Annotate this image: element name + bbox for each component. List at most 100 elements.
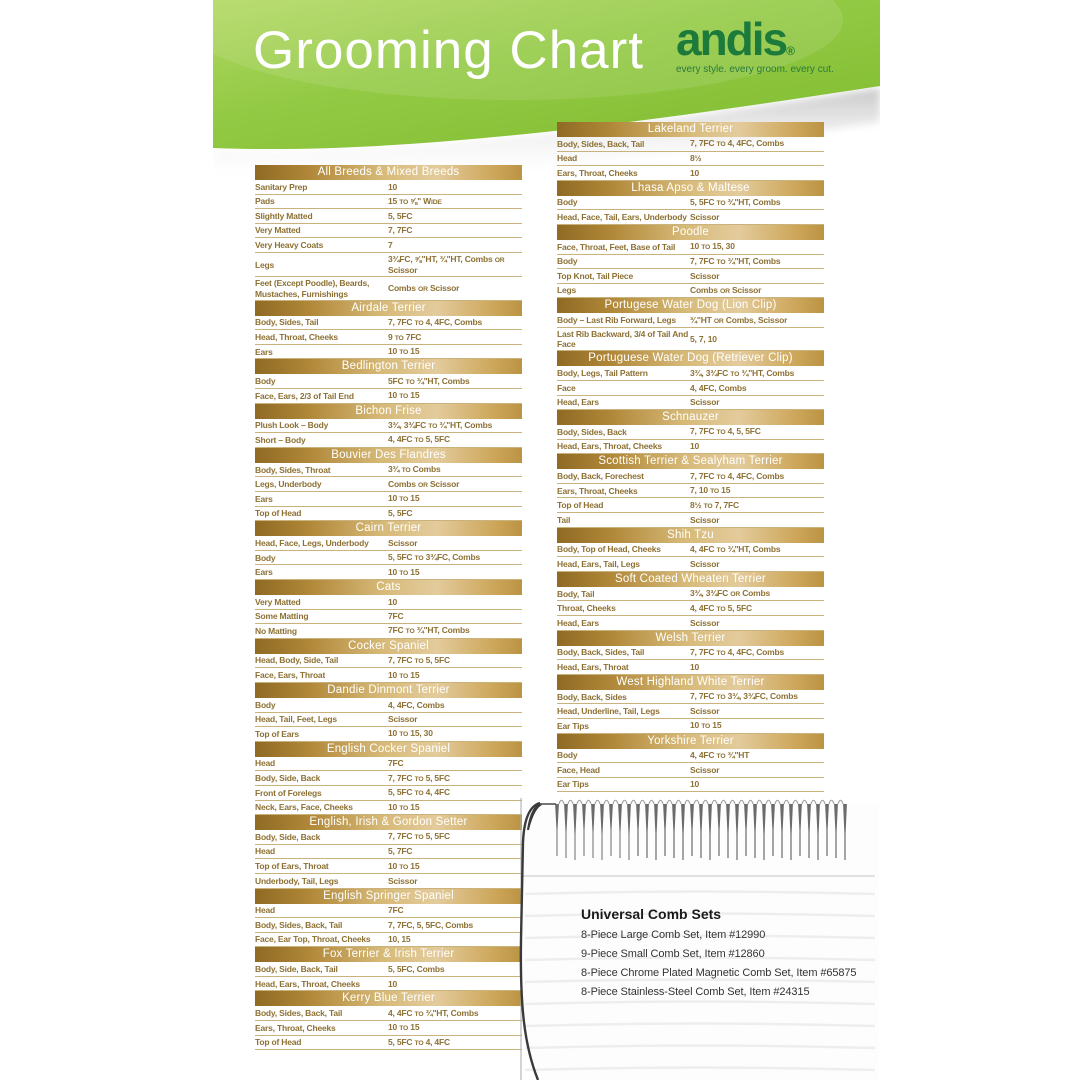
- table-row: Ear Tips 10: [557, 778, 824, 793]
- row-value: Scissor: [690, 558, 720, 569]
- row-label: Ears: [255, 493, 273, 504]
- row-label: Top Knot, Tail Piece: [557, 270, 633, 281]
- row-label: Face, Head: [557, 764, 600, 775]
- row-label: Body: [557, 750, 578, 761]
- row-label: Body: [255, 552, 276, 563]
- row-label: Head: [557, 153, 577, 164]
- table-row: Face, Throat, Feet, Base of Tail 10 to 15…: [557, 240, 824, 255]
- table-row: Neck, Ears, Face, Cheeks 10 to 15: [255, 801, 522, 816]
- row-label: Legs, Underbody: [255, 479, 322, 490]
- table-row: Body – Last Rib Forward, Legs ¾"HT or Com…: [557, 313, 824, 328]
- section-header: Bichon Frise: [255, 403, 522, 419]
- row-label: Ears, Throat, Cheeks: [557, 485, 638, 496]
- section-header: Cats: [255, 580, 522, 595]
- row-value: 10: [690, 661, 700, 672]
- table-row: Face, Ear Top, Throat, Cheeks 10, 15: [255, 933, 522, 948]
- table-row: Head 5, 7FC: [255, 845, 522, 860]
- page-title: Grooming Chart: [253, 21, 645, 80]
- row-label: Top of Head: [557, 500, 604, 511]
- row-label: Body, Top of Head, Cheeks: [557, 544, 661, 555]
- row-value: Scissor: [690, 617, 720, 628]
- row-value: 10 to 15: [388, 390, 420, 401]
- row-value: Scissor: [690, 514, 720, 525]
- row-value: 7, 7FC to 5, 5FC: [388, 772, 450, 783]
- table-row: Ears 10 to 15: [255, 492, 522, 507]
- row-value: 3¾, 3¾FC to ¾"HT, Combs: [388, 419, 493, 430]
- row-value: 7, 7FC to 4, 4FC, Combs: [690, 138, 785, 149]
- row-value: 4, 4FC, Combs: [388, 699, 445, 710]
- row-value: 4, 4FC to 5, 5FC: [690, 602, 752, 613]
- row-value: Scissor: [690, 397, 720, 408]
- comb-left-edge: [519, 801, 541, 1080]
- row-label: Body, Side, Back: [255, 773, 321, 784]
- table-row: Head 8½: [557, 152, 824, 167]
- row-value: Combs or Scissor: [388, 478, 460, 489]
- row-value: 7, 7FC to 4, 4FC, Combs: [690, 646, 785, 657]
- section-header: Bedlington Terrier: [255, 359, 522, 375]
- row-value: 7, 7FC to 4, 4FC, Combs: [388, 316, 483, 327]
- table-row: Body 4, 4FC, Combs: [255, 698, 522, 713]
- row-label: Body, Legs, Tail Pattern: [557, 368, 648, 379]
- row-value: Scissor: [690, 706, 720, 717]
- comb-teeth-tips: [558, 799, 844, 805]
- row-label: Pads: [255, 196, 275, 207]
- row-value: 7, 7FC to ¾"HT, Combs: [690, 255, 781, 266]
- row-label: Head, Face, Legs, Underbody: [255, 537, 369, 548]
- row-value: Combs or Scissor: [690, 284, 762, 295]
- table-row: Head 7FC: [255, 757, 522, 772]
- table-row: Body, Tail 3¾, 3¾FC or Combs: [557, 587, 824, 602]
- swoosh-green: [213, 0, 880, 150]
- table-row: Head, Ears Scissor: [557, 396, 824, 411]
- row-value: 7, 7FC to 4, 4FC, Combs: [690, 470, 785, 481]
- row-value: 5, 5FC, Combs: [388, 963, 445, 974]
- row-value: 7FC: [388, 905, 404, 916]
- section-header: Yorkshire Terrier: [557, 733, 824, 749]
- section-header: Portuguese Water Dog (Retriever Clip): [557, 351, 824, 367]
- table-row: Head 7FC: [255, 904, 522, 919]
- row-value: 10: [388, 181, 398, 192]
- row-label: Body – Last Rib Forward, Legs: [557, 315, 676, 326]
- row-label: Last Rib Backward, 3/4 of Tail And Face: [557, 328, 689, 350]
- row-value: 5, 5FC to ¾"HT, Combs: [690, 197, 781, 207]
- row-value: Scissor: [388, 537, 418, 548]
- swoosh-shadow: [213, 88, 880, 186]
- row-value: 3¾FC, ⅝"HT, ¾"HT, Combs or Scissor: [388, 253, 505, 276]
- table-row: Sanitary Prep 10: [255, 180, 522, 195]
- table-row: Head, Ears, Throat, Cheeks 10: [557, 440, 824, 455]
- grooming-chart-page: Grooming Chart andis® every style. every…: [213, 0, 880, 1080]
- row-label: Ear Tips: [557, 779, 589, 790]
- row-label: Face, Ear Top, Throat, Cheeks: [255, 934, 371, 945]
- row-value: 7FC: [388, 611, 404, 622]
- row-value: Scissor: [690, 270, 720, 281]
- row-label: Very Matted: [255, 225, 301, 236]
- table-row: Body, Sides, Tail 7, 7FC to 4, 4FC, Combs: [255, 316, 522, 331]
- row-label: Body, Sides, Back, Tail: [557, 138, 645, 149]
- table-row: Body 5, 5FC to 3¾FC, Combs: [255, 551, 522, 566]
- row-value: 10 to 15, 30: [388, 728, 433, 739]
- table-row: Face, Ears, 2/3 of Tail End 10 to 15: [255, 389, 522, 404]
- comb-set-item: 8-Piece Large Comb Set, Item #12990: [581, 929, 766, 941]
- row-value: 7, 7FC to 4, 5, 5FC: [690, 426, 761, 437]
- row-label: Ears: [255, 567, 273, 578]
- table-row: Tail Scissor: [557, 513, 824, 528]
- table-row: Ears 10 to 15: [255, 565, 522, 580]
- table-row: Front of Forelegs 5, 5FC to 4, 4FC: [255, 786, 522, 801]
- table-row: Top of Ears 10 to 15, 30: [255, 727, 522, 742]
- table-row: Body, Side, Back 7, 7FC to 5, 5FC: [255, 830, 522, 845]
- section-header: West Highland White Terrier: [557, 674, 824, 690]
- section-header: Lakeland Terrier: [557, 122, 824, 137]
- row-label: Throat, Cheeks: [557, 603, 616, 614]
- row-label: Head, Face, Tail, Ears, Underbody: [557, 212, 687, 223]
- table-row: Head, Underline, Tail, Legs Scissor: [557, 704, 824, 719]
- row-value: 4, 4FC to 5, 5FC: [388, 434, 450, 445]
- row-value: 10 to 15: [388, 493, 420, 504]
- table-row: Last Rib Backward, 3/4 of Tail And Face 5…: [557, 328, 824, 352]
- row-label: Body: [255, 699, 276, 710]
- row-label: Ears, Throat, Cheeks: [255, 1022, 336, 1033]
- table-row: Body, Sides, Back, Tail 4, 4FC to ¾"HT, C…: [255, 1006, 522, 1022]
- row-label: Body, Sides, Back: [557, 426, 627, 437]
- table-row: No Matting 7FC to ¾"HT, Combs: [255, 624, 522, 639]
- table-row: Face, Ears, Throat 10 to 15: [255, 668, 522, 683]
- row-value: 5, 7, 10: [690, 334, 717, 345]
- row-label: Neck, Ears, Face, Cheeks: [255, 802, 353, 813]
